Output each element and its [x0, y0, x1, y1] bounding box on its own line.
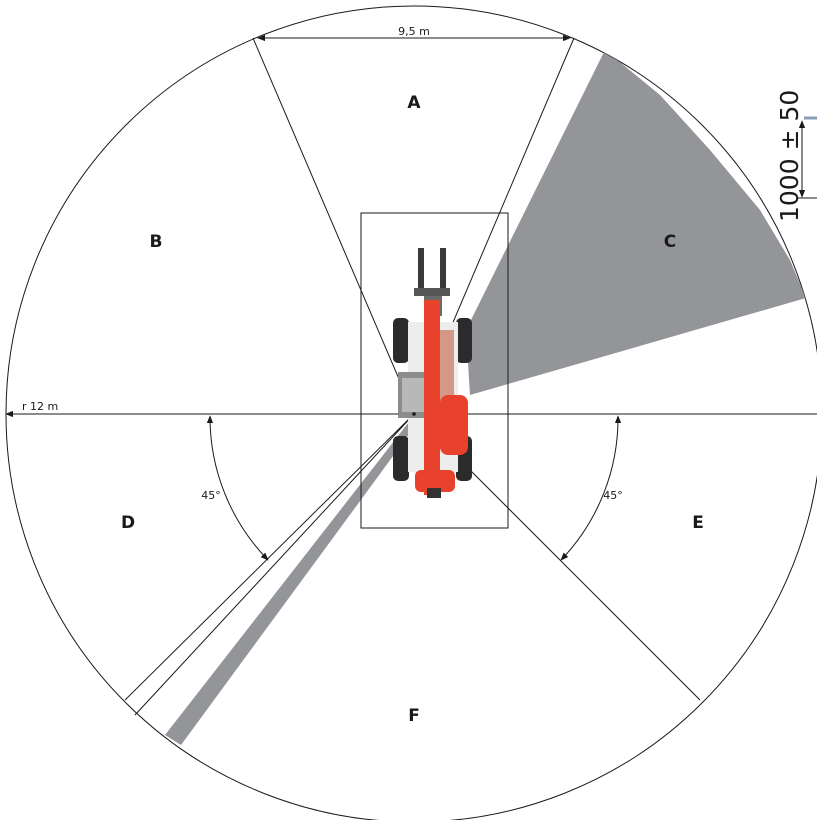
zone-label-e: E	[692, 513, 704, 533]
radius-label: r 12 m	[22, 400, 58, 413]
zone-label-f: F	[408, 706, 420, 726]
angle-arc-right	[560, 415, 622, 561]
blind-spot-strip-lower-left	[165, 418, 418, 745]
height-offset-dimension: 1000 ± 50	[775, 90, 817, 222]
zone-label-a: A	[407, 93, 421, 113]
blind-spot-zone-c	[466, 50, 806, 395]
machine-top-view	[393, 248, 472, 498]
width-dimension-label: 9,5 m	[398, 25, 430, 38]
sector-line-top-left	[252, 37, 415, 415]
angle-label-right: 45°	[603, 489, 623, 502]
height-offset-label: 1000 ± 50	[775, 90, 804, 222]
zone-label-b: B	[150, 232, 163, 252]
sector-line-lower-left-2	[134, 413, 415, 716]
zone-label-c: C	[664, 232, 676, 252]
sector-line-lower-left-1	[124, 413, 415, 701]
angle-arc-left	[206, 415, 269, 561]
zone-label-d: D	[121, 513, 135, 533]
angle-label-left: 45°	[201, 489, 221, 502]
center-point	[412, 412, 416, 416]
machine-bounding-box	[360, 212, 509, 529]
